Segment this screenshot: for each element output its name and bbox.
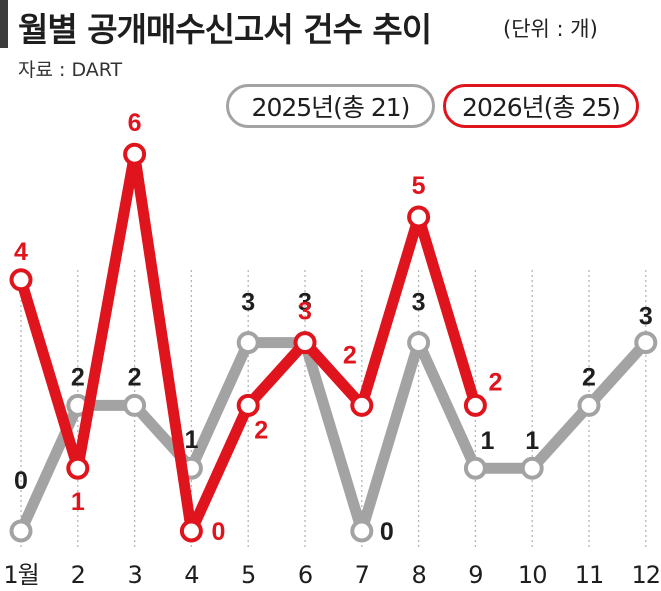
source-label: 자료 : DART [18,59,123,81]
x-tick-label: 8 [411,561,425,589]
series-2025-point [407,331,431,355]
series-2025-point [634,331,658,355]
series-2025-point [463,456,487,480]
series-2026-data-label: 2 [343,341,357,369]
series-2025-data-label: 2 [71,363,85,391]
series-2026-point [179,519,203,543]
series-2026-data-label: 5 [412,172,426,200]
series-2026-point [236,393,260,417]
series-2026-point [407,205,431,229]
series-2025-data-label: 1 [184,426,198,454]
x-tick-label: 2 [71,561,85,589]
series-2025-data-label: 2 [582,363,596,391]
x-tick-label: 10 [518,561,547,589]
unit-label: (단위 : 개) [503,17,598,41]
series-2026-data-label: 3 [298,298,312,326]
x-tick-label: 4 [184,561,198,589]
series-2026-point [463,393,487,417]
chart-title: 월별 공개매수신고서 건수 추이 [18,10,432,49]
x-tick-label: 11 [575,561,604,589]
series-2026-point [350,393,374,417]
series-2025-point [9,519,33,543]
series-2025-point [123,393,147,417]
series-2025-point [350,519,374,543]
series-2026-point [9,268,33,292]
series-2026-data-label: 1 [71,488,85,516]
legend-2026-label: 2026년(총 25) [462,93,621,122]
x-tick-label: 3 [127,561,141,589]
legend-2026: 2026년(총 25) [443,84,639,128]
series-2026-data-label: 4 [14,238,28,266]
series-2026-point [293,331,317,355]
series-2026-point [123,142,147,166]
x-tick-label: 9 [468,561,482,589]
series-2025-data-label: 0 [14,467,28,495]
series-2025-data-label: 3 [639,303,653,331]
x-tick-label: 1월 [3,561,38,589]
series-2026-data-label: 0 [211,518,225,546]
series-2025-point [520,456,544,480]
series-2025-data-label: 2 [128,363,142,391]
series-2025-data-label: 3 [412,289,426,317]
series-2026-data-label: 2 [488,368,502,396]
x-tick-label: 7 [355,561,369,589]
series-2026-data-label: 2 [254,416,268,444]
x-tick-label: 5 [241,561,255,589]
title-accent-bar [0,0,8,48]
legend-2025: 2025년(총 21) [226,84,435,128]
series-2025-data-label: 1 [525,427,539,455]
series-2025-point [577,393,601,417]
series-2026-point [66,456,90,480]
x-tick-label: 6 [298,561,312,589]
series-2026-data-label: 6 [128,109,142,137]
series-2025-data-label: 1 [480,427,494,455]
legend-2025-label: 2025년(총 21) [251,93,411,122]
series-2025-data-label: 3 [298,289,312,317]
series-2025-point [236,331,260,355]
x-tick-label: 12 [632,561,661,589]
series-2025-data-label: 3 [241,289,255,317]
series-2025-data-label: 0 [380,518,394,546]
